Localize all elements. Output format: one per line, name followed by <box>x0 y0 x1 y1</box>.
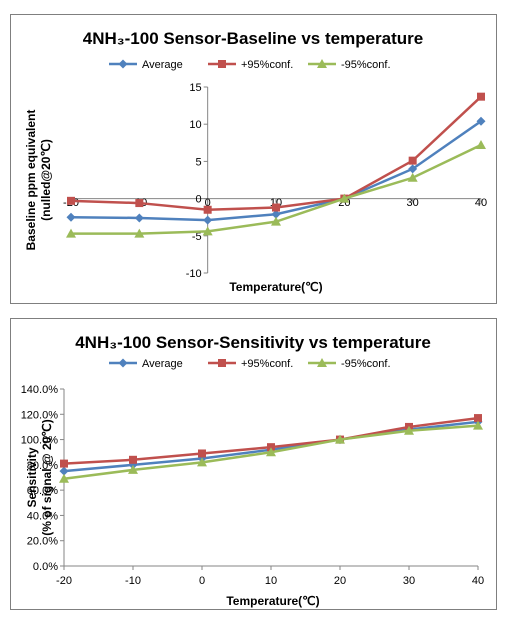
legend: Average +95%conf. -95%conf. <box>109 59 391 71</box>
data-point <box>67 196 75 205</box>
data-point <box>335 434 345 444</box>
series-1 <box>67 92 485 214</box>
data-point <box>135 199 144 208</box>
legend-label-2: -95%conf. <box>341 358 391 370</box>
x-tick-label: -20 <box>56 575 72 587</box>
data-point <box>266 447 276 457</box>
y-tick-label: -10 <box>186 268 202 280</box>
x-axis-label: Temperature(℃) <box>229 280 322 294</box>
data-point <box>271 216 281 226</box>
x-tick-label: -10 <box>125 575 141 587</box>
data-point <box>134 228 145 238</box>
x-tick-label: 0 <box>205 197 211 209</box>
legend-marker-1 <box>218 359 226 367</box>
data-point <box>202 226 213 236</box>
data-point <box>473 420 483 430</box>
legend: Average +95%conf. -95%conf. <box>109 358 391 370</box>
data-point <box>474 414 482 423</box>
y-tick-label: 140.0% <box>21 384 59 396</box>
data-point <box>271 209 281 219</box>
y-tick-label: -5 <box>192 231 202 243</box>
legend-label-1: +95%conf. <box>241 358 293 370</box>
x-axis-label: Temperature(℃) <box>226 594 319 608</box>
x-tick-label: 10 <box>265 575 277 587</box>
y-tick-label: 40.0% <box>27 510 58 522</box>
data-point <box>66 212 76 222</box>
x-tick-label: 40 <box>472 575 484 587</box>
data-point <box>267 443 275 452</box>
data-point <box>128 464 138 474</box>
x-tick-label: 30 <box>403 575 415 587</box>
y-tick-label: 0.0% <box>33 561 58 573</box>
y-ticks: 0.0% 20.0% 40.0% 60.0% 80.0% 100.0% 120.0% 140.… <box>21 384 64 573</box>
data-point <box>339 193 350 203</box>
legend-marker-0 <box>118 59 128 69</box>
data-point <box>60 459 68 468</box>
data-point <box>477 92 485 101</box>
data-point <box>66 228 76 238</box>
legend-marker-2 <box>317 59 327 68</box>
baseline-chart-panel: 4NH₃-100 Sensor-Baseline vs temperature … <box>10 14 497 304</box>
y-axis-label: (% of signal @ 20℃) <box>40 419 54 536</box>
y-tick-label: 100.0% <box>21 435 59 447</box>
data-point <box>198 449 206 458</box>
y-tick-label: 20.0% <box>27 536 58 548</box>
x-tick-label: 30 <box>407 197 419 209</box>
y-tick-label: 80.0% <box>27 460 58 472</box>
x-ticks: -20 -10 0 10 20 30 40 <box>56 566 484 587</box>
data-point <box>408 164 418 174</box>
legend-label-0: Average <box>142 59 183 71</box>
data-point <box>129 455 137 464</box>
y-ticks: -10 -5 0 5 10 15 <box>186 82 208 280</box>
data-point <box>407 172 418 182</box>
y-tick-label: 5 <box>196 156 202 168</box>
y-tick-label: 15 <box>189 82 201 94</box>
legend-marker-1 <box>218 60 226 68</box>
sensitivity-chart-panel: 4NH₃-100 Sensor-Sensitivity vs temperatu… <box>10 318 497 610</box>
data-point <box>59 473 69 483</box>
data-point <box>203 215 213 225</box>
data-point <box>272 203 280 212</box>
chart-title: 4NH₃-100 Sensor-Baseline vs temperature <box>83 29 423 48</box>
series-line-1 <box>70 95 482 212</box>
sensitivity-chart: 4NH₃-100 Sensor-Sensitivity vs temperatu… <box>21 333 484 608</box>
data-point <box>197 457 207 467</box>
series-2 <box>66 140 486 238</box>
y-tick-label: 0 <box>196 194 202 206</box>
data-point <box>203 205 212 214</box>
y-tick-label: 10 <box>189 119 201 131</box>
series-line-1 <box>63 416 479 465</box>
data-point <box>476 140 486 150</box>
series-2 <box>59 420 483 483</box>
y-axis-label: (nulled@20℃) <box>39 139 53 221</box>
baseline-chart: 4NH₃-100 Sensor-Baseline vs temperature … <box>24 29 487 294</box>
data-point <box>134 213 144 223</box>
x-tick-label: 20 <box>334 575 346 587</box>
y-tick-label: 60.0% <box>27 485 58 497</box>
y-tick-label: 120.0% <box>21 409 59 421</box>
x-tick-label: 0 <box>199 575 205 587</box>
legend-label-1: +95%conf. <box>241 59 293 71</box>
data-point <box>404 425 414 435</box>
y-axis-label: Sensitivity <box>25 447 39 507</box>
legend-label-2: -95%conf. <box>341 59 391 71</box>
y-axis-label: Baseline ppm equivalent <box>24 110 38 251</box>
data-point <box>408 156 417 165</box>
legend-marker-2 <box>317 358 327 367</box>
data-point <box>476 116 486 126</box>
x-tick-label: 40 <box>475 197 487 209</box>
legend-label-0: Average <box>142 358 183 370</box>
data-point <box>59 466 69 476</box>
legend-marker-0 <box>118 358 128 368</box>
chart-title: 4NH₃-100 Sensor-Sensitivity vs temperatu… <box>75 333 431 352</box>
series-1 <box>60 414 482 468</box>
